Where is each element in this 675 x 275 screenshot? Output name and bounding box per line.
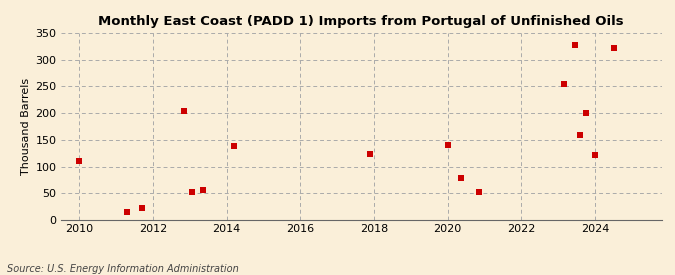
Point	[442, 142, 453, 147]
Point	[74, 159, 84, 163]
Y-axis label: Thousand Barrels: Thousand Barrels	[22, 78, 31, 175]
Point	[580, 110, 591, 115]
Point	[197, 187, 208, 192]
Point	[575, 132, 586, 137]
Text: Source: U.S. Energy Information Administration: Source: U.S. Energy Information Administ…	[7, 264, 238, 274]
Point	[179, 109, 190, 113]
Point	[122, 210, 132, 214]
Point	[229, 144, 240, 148]
Point	[474, 190, 485, 194]
Point	[570, 43, 580, 47]
Point	[558, 82, 569, 86]
Point	[365, 152, 376, 156]
Point	[608, 46, 619, 50]
Title: Monthly East Coast (PADD 1) Imports from Portugal of Unfinished Oils: Monthly East Coast (PADD 1) Imports from…	[99, 15, 624, 28]
Point	[590, 153, 601, 158]
Point	[455, 176, 466, 180]
Point	[136, 206, 147, 210]
Point	[186, 189, 197, 194]
